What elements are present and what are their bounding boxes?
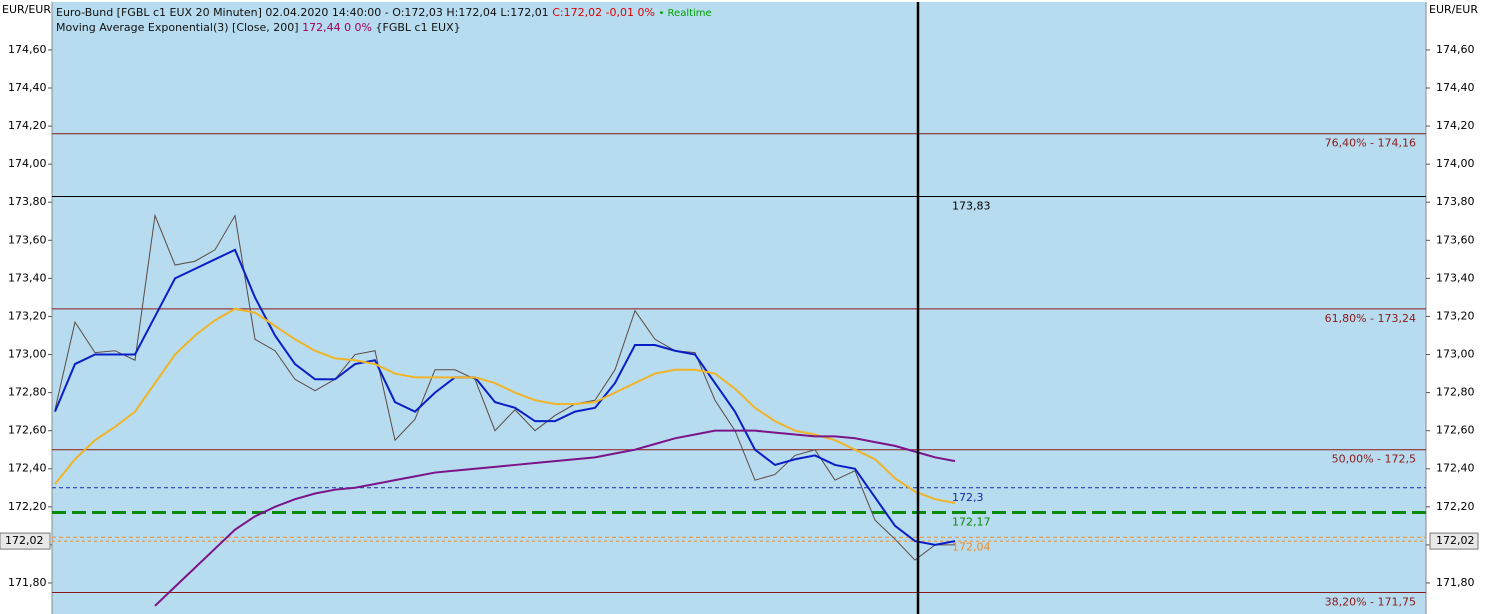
header-line-1: Euro-Bund [FGBL c1 EUX 20 Minuten] 02.04…: [56, 6, 712, 21]
y-tick-label-left: 173,00: [8, 348, 47, 361]
series-line: [154, 429, 956, 607]
indicator-info: Moving Average Exponential(3) [Close, 20…: [56, 21, 299, 34]
series-line: [54, 248, 956, 546]
y-tick-label-left: 174,40: [8, 81, 47, 94]
y-tick-label-left: 172,80: [8, 386, 47, 399]
realtime-status: • Realtime: [658, 8, 712, 19]
level-label: 61,80% - 173,24: [1325, 312, 1416, 325]
y-tick-label-right: 172,40: [1436, 462, 1475, 475]
y-tick-label-left: 172,40: [8, 462, 47, 475]
y-tick-label-right: 172,20: [1436, 500, 1475, 513]
y-tick-label-left: 174,20: [8, 119, 47, 132]
y-tick-label-right: 174,60: [1436, 43, 1475, 56]
y-tick-label-left: 172,20: [8, 500, 47, 513]
y-tick-label-left: 173,40: [8, 271, 47, 284]
y-tick-label-left: 174,00: [8, 157, 47, 170]
y-tick-label-right: 174,40: [1436, 81, 1475, 94]
close-info: C:172,02 -0,01 0%: [552, 6, 655, 19]
indicator-source: {FGBL c1 EUX}: [375, 21, 461, 34]
level-label: 172,3: [952, 491, 984, 504]
y-tick-label-left: 173,20: [8, 309, 47, 322]
y-tick-label-right: 174,00: [1436, 157, 1475, 170]
series-line: [54, 307, 956, 504]
y-tick-label-right: 172,80: [1436, 386, 1475, 399]
y-tick-label-left: 172,60: [8, 424, 47, 437]
y-tick-label-right: 174,20: [1436, 119, 1475, 132]
y-tick-label-left: 173,60: [8, 233, 47, 246]
level-label: 172,17: [952, 516, 991, 529]
series-line: [54, 213, 955, 561]
y-tick-label-right: 173,00: [1436, 348, 1475, 361]
level-label: 38,20% - 171,75: [1325, 595, 1416, 608]
y-tick-label-right: 173,80: [1436, 195, 1475, 208]
instrument-info: Euro-Bund [FGBL c1 EUX 20 Minuten] 02.04…: [56, 6, 549, 19]
y-tick-label-right: 173,20: [1436, 309, 1475, 322]
header-line-2: Moving Average Exponential(3) [Close, 20…: [56, 21, 712, 35]
price-label-right: 172,02: [1436, 534, 1475, 547]
y-tick-label-left: 173,80: [8, 195, 47, 208]
axis-unit-left: EUR/EUR: [2, 3, 51, 16]
y-tick-label-right: 172,60: [1436, 424, 1475, 437]
plot-area: [52, 2, 1426, 614]
y-tick-label-right: 171,80: [1436, 576, 1475, 589]
price-box-right: [1429, 532, 1479, 550]
chart-header: Euro-Bund [FGBL c1 EUX 20 Minuten] 02.04…: [56, 6, 712, 35]
y-tick-label-right: 173,40: [1436, 271, 1475, 284]
axis-unit-right: EUR/EUR: [1429, 3, 1478, 16]
level-label: 50,00% - 172,5: [1332, 453, 1416, 466]
y-tick-label-right: 173,60: [1436, 233, 1475, 246]
y-tick-label-left: 171,80: [8, 576, 47, 589]
level-label: 76,40% - 174,16: [1325, 137, 1416, 150]
level-label: 173,83: [952, 200, 991, 213]
price-label-left: 172,02: [5, 534, 44, 547]
indicator-value: 172,44 0 0%: [302, 21, 373, 34]
price-box-left: [0, 532, 51, 550]
level-label: 172,04: [952, 540, 991, 553]
y-tick-label-left: 174,60: [8, 43, 47, 56]
